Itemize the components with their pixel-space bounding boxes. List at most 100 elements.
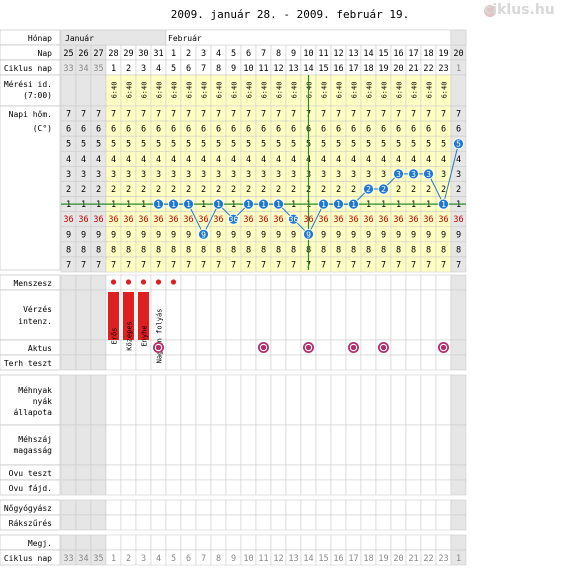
grid-cell [255, 514, 272, 531]
label-temperature-unit: (C°) [33, 124, 52, 133]
temp-grid-number: 6 [411, 125, 416, 135]
label-cell [0, 105, 61, 271]
temp-grid-number: 1 [396, 200, 401, 210]
temp-grid-number: 36 [258, 215, 268, 225]
temp-grid-number: 4 [246, 155, 251, 165]
grid-cell [435, 479, 452, 496]
grid-cell [240, 514, 257, 531]
temperature-point [198, 228, 209, 240]
grid-cell [330, 424, 347, 466]
label-cell [0, 549, 61, 566]
temp-grid-number: 8 [261, 245, 266, 255]
temp-grid-number: 5 [351, 140, 356, 150]
grid-cell [105, 354, 122, 371]
temp-grid-number: 36 [123, 215, 133, 225]
measure-time-value: 6:40 [141, 82, 149, 99]
temp-grid-number: 4 [141, 155, 146, 165]
grid-cell [180, 289, 197, 341]
temp-grid-number: 2 [81, 185, 86, 195]
grid-cell [450, 354, 467, 371]
cycle-day-number: 20 [393, 64, 403, 74]
temperature-point [438, 198, 449, 210]
grid-cell [150, 514, 167, 531]
temp-grid-number: 7 [411, 261, 416, 271]
grid-cell [375, 374, 392, 426]
temp-grid-number: 7 [381, 261, 386, 271]
temp-grid-number: 2 [231, 185, 236, 195]
grid-cell [435, 274, 452, 291]
day-number: 15 [378, 49, 388, 59]
temp-grid-number: 36 [78, 215, 88, 225]
grid-cell [75, 479, 92, 496]
temp-grid-number: 1 [426, 200, 431, 210]
grid-cell [360, 374, 377, 426]
temp-grid-number: 9 [261, 230, 266, 240]
temp-grid-number: 1 [81, 200, 86, 210]
cycle-day-number: 21 [408, 64, 418, 74]
grid-cell [345, 424, 362, 466]
temp-grid-number: 5 [231, 140, 236, 150]
temperature-point-label: 3 [396, 170, 401, 179]
temp-grid-number: 4 [396, 155, 401, 165]
grid-cell [180, 274, 197, 291]
grid-cell [165, 534, 182, 551]
cycle-day-number-bottom: 17 [348, 554, 358, 564]
grid-cell [315, 424, 332, 466]
temp-grid-number: 4 [441, 155, 446, 165]
grid-cell [75, 289, 92, 341]
grid-cell [255, 424, 272, 466]
temp-grid-number: 8 [291, 245, 296, 255]
grid-cell [300, 499, 317, 516]
grid-cell [60, 289, 77, 341]
grid-cell [330, 514, 347, 531]
cycle-day-number: 19 [378, 64, 388, 74]
measure-time-value: 6:40 [426, 82, 434, 99]
grid-cell [90, 74, 107, 107]
grid-cell [240, 374, 257, 426]
temp-grid-number: 2 [186, 185, 191, 195]
grid-cell [90, 339, 107, 356]
grid-cell [435, 289, 452, 341]
temp-grid-number: 6 [321, 125, 326, 135]
temp-grid-number: 7 [201, 110, 206, 120]
temperature-point [258, 198, 269, 210]
cycle-day-number-bottom: 1 [456, 554, 461, 564]
measure-time-value: 6:40 [411, 82, 419, 99]
grid-cell [225, 479, 242, 496]
grid-cell [180, 354, 197, 371]
temp-grid-number: 6 [261, 125, 266, 135]
grid-cell [240, 339, 257, 356]
temp-grid-number: 5 [141, 140, 146, 150]
cycle-day-number-bottom: 34 [78, 554, 88, 564]
measure-time-value: 6:40 [156, 82, 164, 99]
cycle-day-number-bottom: 35 [93, 554, 103, 564]
grid-cell [210, 514, 227, 531]
month-label: Február [168, 34, 202, 43]
day-number: 7 [261, 49, 266, 59]
grid-cell [300, 354, 317, 371]
grid-cell [270, 479, 287, 496]
grid-cell [75, 354, 92, 371]
grid-cell [105, 534, 122, 551]
grid-cell [240, 479, 257, 496]
grid-cell [210, 354, 227, 371]
grid-cell [120, 534, 137, 551]
grid-cell [195, 479, 212, 496]
grid-cell [75, 424, 92, 466]
grid-cell [420, 534, 437, 551]
grid-cell [360, 499, 377, 516]
grid-cell [435, 424, 452, 466]
temperature-point-label: 5 [456, 140, 461, 149]
grid-cell [270, 499, 287, 516]
cycle-day-number-bottom: 21 [408, 554, 418, 564]
temp-grid-number: 8 [231, 245, 236, 255]
grid-cell [180, 464, 197, 481]
grid-cell [435, 354, 452, 371]
temp-grid-number: 7 [66, 110, 71, 120]
temp-grid-number: 2 [96, 185, 101, 195]
temp-grid-number: 2 [321, 185, 326, 195]
grid-cell [255, 289, 272, 341]
grid-cell [120, 514, 137, 531]
temp-grid-number: 6 [96, 125, 101, 135]
